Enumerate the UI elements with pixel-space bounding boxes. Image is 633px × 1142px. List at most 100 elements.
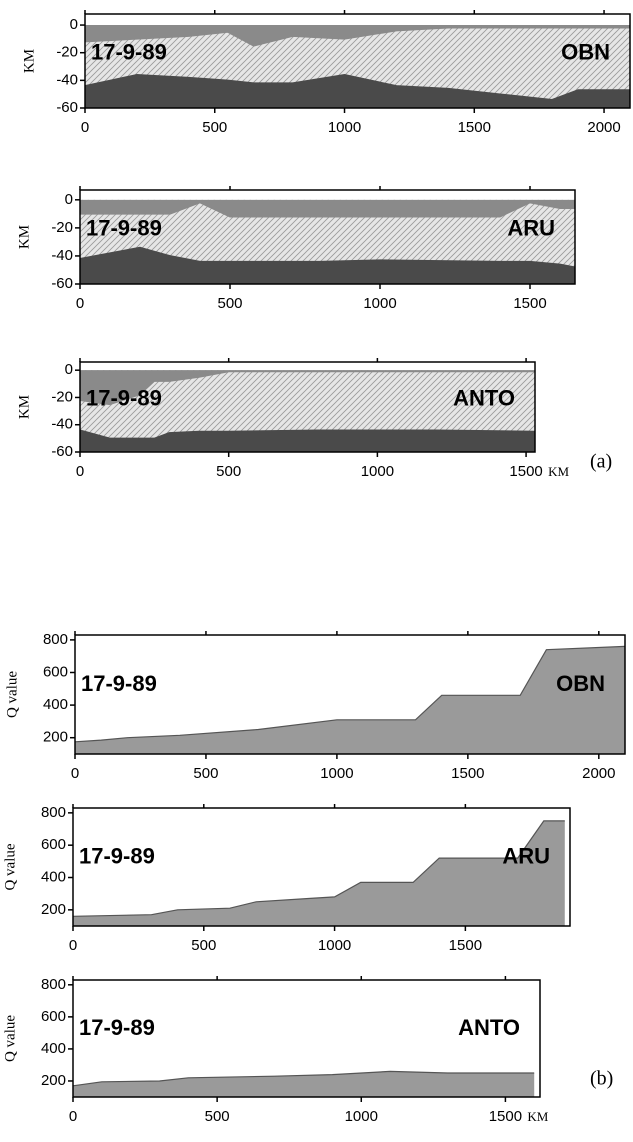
q-area [73,820,565,926]
panel: 800 600 400 200 0 500 1000 1500 17-9-89 ANTO Q val… [2,976,613,1125]
layer-boundary [84,27,630,47]
annotation-date: 17-9-89 [79,1015,155,1040]
q-area [75,646,625,754]
plot-frame [79,361,536,453]
x-tick-label: 1500 [449,937,482,954]
x-tick-label: 1000 [320,765,353,782]
y-tick-label: 200 [41,901,66,918]
annotation-date: 17-9-89 [79,843,155,868]
annotation-date: 17-9-89 [86,215,162,240]
x-tick-label: 500 [216,463,241,480]
y-tick-label: 400 [41,1040,66,1057]
y-tick-label: 800 [43,631,68,648]
y-tick-label: 600 [43,663,68,680]
y-axis-label: KM [16,395,32,419]
x-tick-label: 1000 [361,463,394,480]
x-tick-label: 1500 [489,1108,522,1125]
plot-frame [84,13,631,109]
x-tick-label: 1000 [318,937,351,954]
y-tick-label: -60 [51,443,73,460]
x-tick-label: 0 [76,463,84,480]
y-tick-label: -20 [56,44,78,61]
y-tick-label: 0 [65,361,73,378]
x-tick-label: 1500 [451,765,484,782]
y-tick-label: 600 [41,1008,66,1025]
y-tick-label: -20 [51,219,73,236]
y-tick-label: -40 [51,247,73,264]
plot-frame [72,979,541,1098]
panel: 800 600 400 200 0 500 1000 1500 17-9-89 ARU Q valu… [2,804,571,954]
y-tick-label: 800 [41,804,66,821]
layer-boundary [80,201,575,218]
y-tick-label: -60 [51,275,73,292]
annotation-station: ANTO [453,386,515,411]
y-axis-label: Q value [4,671,20,718]
x-tick-label: 2000 [587,119,620,136]
y-axis-label: KM [21,49,37,73]
x-tick-label: 1500 [458,119,491,136]
x-tick-label: 500 [191,937,216,954]
x-tick-label: 500 [217,295,242,312]
y-tick-label: -20 [51,388,73,405]
q-line [72,820,565,917]
y-axis-label: Q value [2,843,18,890]
x-tick-label: 1000 [363,295,396,312]
layer-boundary [79,246,576,268]
annotation-station: OBN [556,671,605,696]
x-tick-label: 500 [202,119,227,136]
q-line [72,1070,535,1087]
layer-boundary [84,74,630,101]
annotation-station: OBN [561,39,610,64]
y-tick-label: 0 [65,191,73,208]
y-tick-label: -40 [56,71,78,88]
x-tick-label: 1000 [345,1108,378,1125]
y-tick-label: 0 [70,16,78,33]
plot-frame [79,189,576,285]
x-unit-label: KM [548,464,569,479]
annotation-station: ARU [502,843,550,868]
y-tick-label: 400 [43,696,68,713]
panel-label: (b) [590,1068,613,1090]
x-tick-label: 0 [69,1108,77,1125]
plot-frame [74,634,626,755]
y-tick-label: -60 [56,99,78,116]
x-tick-label: 1500 [513,295,546,312]
x-tick-label: 0 [81,119,89,136]
annotation-station: ANTO [458,1015,520,1040]
y-axis-label: Q value [2,1015,18,1062]
y-axis-label: KM [16,225,32,249]
annotation-station: ARU [507,215,555,240]
x-tick-label: 500 [205,1108,230,1125]
y-tick-label: 200 [41,1072,66,1089]
y-tick-label: -40 [51,416,73,433]
y-tick-label: 400 [41,868,66,885]
sediment-layer [85,25,630,46]
x-tick-label: 500 [193,765,218,782]
q-line [74,645,626,743]
x-tick-label: 0 [76,295,84,312]
panel-label: (a) [590,451,612,473]
sediment-layer [80,370,535,405]
x-unit-label: KM [527,1109,548,1124]
layer-boundary [79,370,535,406]
layer-boundary [79,429,536,440]
x-tick-label: 1500 [509,463,542,480]
mantle-layer [80,430,535,452]
y-tick-label: 200 [43,729,68,746]
x-tick-label: 0 [71,765,79,782]
plot-frame [72,807,571,927]
x-tick-label: 2000 [582,765,615,782]
x-tick-label: 0 [69,937,77,954]
annotation-date: 17-9-89 [91,39,167,64]
y-tick-label: 800 [41,976,66,993]
mantle-layer [80,247,575,284]
annotation-date: 17-9-89 [81,671,157,696]
x-tick-label: 1000 [328,119,361,136]
y-tick-label: 600 [41,836,66,853]
mantle-layer [85,74,630,108]
annotation-date: 17-9-89 [86,386,162,411]
